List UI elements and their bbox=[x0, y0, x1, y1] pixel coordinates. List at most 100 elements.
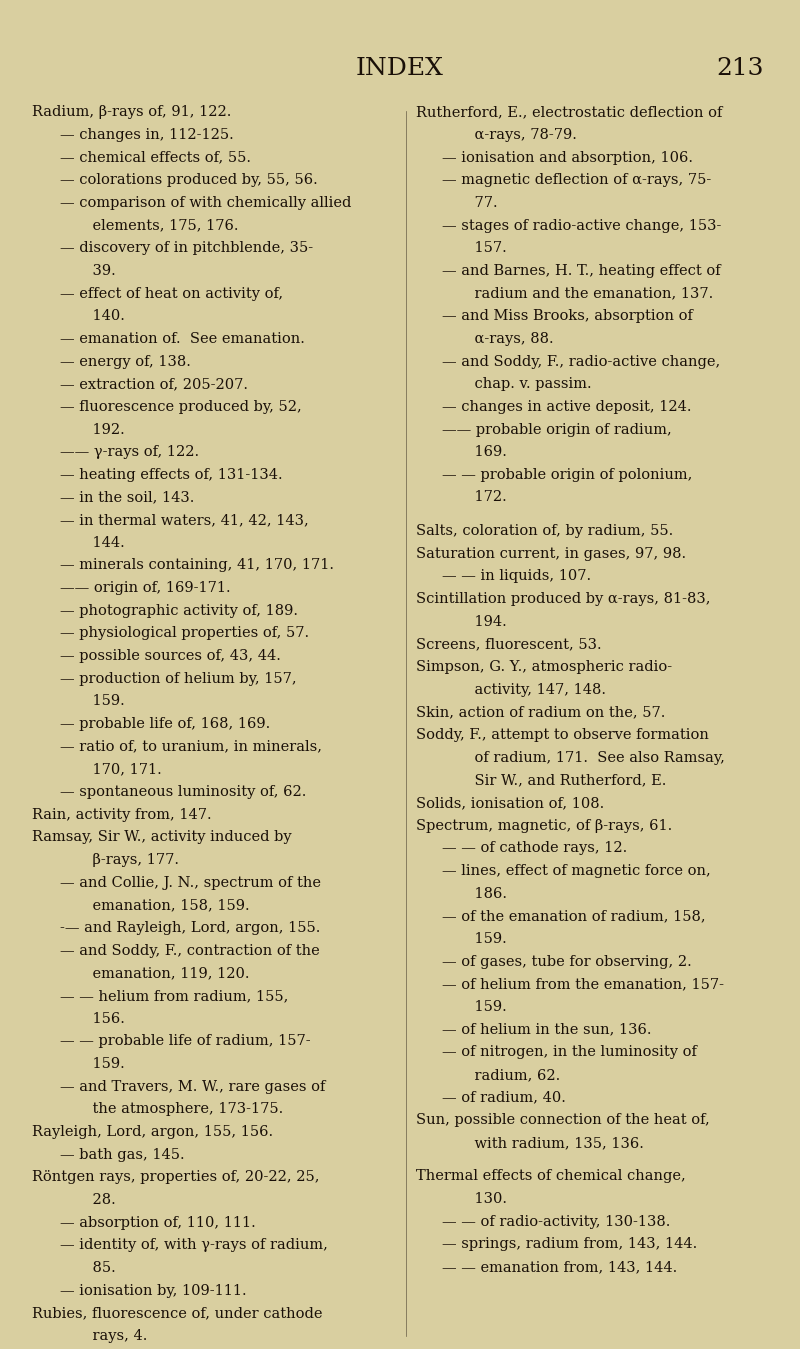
Text: — of helium from the emanation, 157-: — of helium from the emanation, 157- bbox=[442, 977, 725, 992]
Text: 77.: 77. bbox=[456, 196, 498, 210]
Text: 159.: 159. bbox=[456, 932, 506, 946]
Text: — — emanation from, 143, 144.: — — emanation from, 143, 144. bbox=[442, 1260, 678, 1273]
Text: Radium, β-rays of, 91, 122.: Radium, β-rays of, 91, 122. bbox=[32, 105, 231, 119]
Text: Sir W., and Rutherford, E.: Sir W., and Rutherford, E. bbox=[456, 773, 666, 788]
Text: Screens, fluorescent, 53.: Screens, fluorescent, 53. bbox=[416, 637, 602, 652]
Text: Soddy, F., attempt to observe formation: Soddy, F., attempt to observe formation bbox=[416, 728, 709, 742]
Text: — possible sources of, 43, 44.: — possible sources of, 43, 44. bbox=[60, 649, 281, 664]
Text: — — probable life of radium, 157-: — — probable life of radium, 157- bbox=[60, 1035, 310, 1048]
Text: — spontaneous luminosity of, 62.: — spontaneous luminosity of, 62. bbox=[60, 785, 306, 799]
Text: Saturation current, in gases, 97, 98.: Saturation current, in gases, 97, 98. bbox=[416, 546, 686, 561]
Text: — colorations produced by, 55, 56.: — colorations produced by, 55, 56. bbox=[60, 173, 318, 188]
Text: INDEX: INDEX bbox=[356, 57, 444, 80]
Text: — of nitrogen, in the luminosity of: — of nitrogen, in the luminosity of bbox=[442, 1045, 698, 1059]
Text: — absorption of, 110, 111.: — absorption of, 110, 111. bbox=[60, 1215, 256, 1230]
Text: 213: 213 bbox=[717, 57, 764, 80]
Text: — — probable origin of polonium,: — — probable origin of polonium, bbox=[442, 468, 693, 482]
Text: — comparison of with chemically allied: — comparison of with chemically allied bbox=[60, 196, 351, 210]
Text: — — of cathode rays, 12.: — — of cathode rays, 12. bbox=[442, 842, 628, 855]
Text: Rain, activity from, 147.: Rain, activity from, 147. bbox=[32, 808, 212, 822]
Text: radium and the emanation, 137.: radium and the emanation, 137. bbox=[456, 286, 714, 301]
Text: — energy of, 138.: — energy of, 138. bbox=[60, 355, 191, 368]
Text: 172.: 172. bbox=[456, 491, 506, 505]
Text: elements, 175, 176.: elements, 175, 176. bbox=[74, 219, 238, 232]
Text: emanation, 119, 120.: emanation, 119, 120. bbox=[74, 966, 249, 981]
Text: — photographic activity of, 189.: — photographic activity of, 189. bbox=[60, 604, 298, 618]
Text: 159.: 159. bbox=[74, 695, 124, 708]
Text: — — helium from radium, 155,: — — helium from radium, 155, bbox=[60, 989, 288, 1004]
Text: Scintillation produced by α-rays, 81-83,: Scintillation produced by α-rays, 81-83, bbox=[416, 592, 710, 606]
Text: radium, 62.: radium, 62. bbox=[456, 1068, 560, 1082]
Text: — and Soddy, F., contraction of the: — and Soddy, F., contraction of the bbox=[60, 944, 320, 958]
Text: — of radium, 40.: — of radium, 40. bbox=[442, 1090, 566, 1105]
Text: β-rays, 177.: β-rays, 177. bbox=[74, 853, 178, 867]
Text: activity, 147, 148.: activity, 147, 148. bbox=[456, 683, 606, 696]
Text: 186.: 186. bbox=[456, 886, 507, 901]
Text: — of the emanation of radium, 158,: — of the emanation of radium, 158, bbox=[442, 909, 706, 923]
Text: — effect of heat on activity of,: — effect of heat on activity of, bbox=[60, 286, 283, 301]
Text: —— γ-rays of, 122.: —— γ-rays of, 122. bbox=[60, 445, 199, 459]
Text: — changes in, 112-125.: — changes in, 112-125. bbox=[60, 128, 234, 142]
Text: — changes in active deposit, 124.: — changes in active deposit, 124. bbox=[442, 399, 692, 414]
Text: — lines, effect of magnetic force on,: — lines, effect of magnetic force on, bbox=[442, 863, 711, 878]
Text: — springs, radium from, 143, 144.: — springs, radium from, 143, 144. bbox=[442, 1237, 698, 1252]
Text: — heating effects of, 131-134.: — heating effects of, 131-134. bbox=[60, 468, 282, 482]
Text: — and Travers, M. W., rare gases of: — and Travers, M. W., rare gases of bbox=[60, 1079, 326, 1094]
Text: -— and Rayleigh, Lord, argon, 155.: -— and Rayleigh, Lord, argon, 155. bbox=[60, 921, 320, 935]
Text: Solids, ionisation of, 108.: Solids, ionisation of, 108. bbox=[416, 796, 604, 809]
Text: — fluorescence produced by, 52,: — fluorescence produced by, 52, bbox=[60, 399, 302, 414]
Text: Simpson, G. Y., atmospheric radio-: Simpson, G. Y., atmospheric radio- bbox=[416, 660, 672, 674]
Text: — chemical effects of, 55.: — chemical effects of, 55. bbox=[60, 151, 251, 165]
Text: 39.: 39. bbox=[74, 264, 115, 278]
Text: — identity of, with γ-rays of radium,: — identity of, with γ-rays of radium, bbox=[60, 1238, 328, 1252]
Text: — in the soil, 143.: — in the soil, 143. bbox=[60, 491, 194, 505]
Text: — bath gas, 145.: — bath gas, 145. bbox=[60, 1148, 185, 1161]
Text: — physiological properties of, 57.: — physiological properties of, 57. bbox=[60, 626, 309, 641]
Text: — and Soddy, F., radio-active change,: — and Soddy, F., radio-active change, bbox=[442, 355, 721, 368]
Text: — and Barnes, H. T., heating effect of: — and Barnes, H. T., heating effect of bbox=[442, 264, 721, 278]
Text: — emanation of.  See emanation.: — emanation of. See emanation. bbox=[60, 332, 305, 345]
Text: — magnetic deflection of α-rays, 75-: — magnetic deflection of α-rays, 75- bbox=[442, 173, 712, 188]
Text: Rutherford, E., electrostatic deflection of: Rutherford, E., electrostatic deflection… bbox=[416, 105, 722, 119]
Text: — of gases, tube for observing, 2.: — of gases, tube for observing, 2. bbox=[442, 955, 692, 969]
Text: Sun, possible connection of the heat of,: Sun, possible connection of the heat of, bbox=[416, 1113, 710, 1128]
Text: Thermal effects of chemical change,: Thermal effects of chemical change, bbox=[416, 1170, 686, 1183]
Text: 159.: 159. bbox=[456, 1000, 506, 1014]
Text: —— probable origin of radium,: —— probable origin of radium, bbox=[442, 422, 672, 437]
Text: rays, 4.: rays, 4. bbox=[74, 1329, 147, 1344]
Text: 194.: 194. bbox=[456, 615, 506, 629]
Text: 157.: 157. bbox=[456, 241, 506, 255]
Text: 85.: 85. bbox=[74, 1261, 115, 1275]
Text: — ionisation and absorption, 106.: — ionisation and absorption, 106. bbox=[442, 151, 694, 165]
Text: 28.: 28. bbox=[74, 1193, 115, 1207]
Text: emanation, 158, 159.: emanation, 158, 159. bbox=[74, 898, 250, 912]
Text: — — in liquids, 107.: — — in liquids, 107. bbox=[442, 569, 591, 583]
Text: Rayleigh, Lord, argon, 155, 156.: Rayleigh, Lord, argon, 155, 156. bbox=[32, 1125, 273, 1139]
Text: Ramsay, Sir W., activity induced by: Ramsay, Sir W., activity induced by bbox=[32, 831, 292, 844]
Text: — and Miss Brooks, absorption of: — and Miss Brooks, absorption of bbox=[442, 309, 694, 324]
Text: α-rays, 88.: α-rays, 88. bbox=[456, 332, 554, 345]
Text: Spectrum, magnetic, of β-rays, 61.: Spectrum, magnetic, of β-rays, 61. bbox=[416, 819, 672, 832]
Text: — in thermal waters, 41, 42, 143,: — in thermal waters, 41, 42, 143, bbox=[60, 513, 309, 527]
Text: — ionisation by, 109-111.: — ionisation by, 109-111. bbox=[60, 1284, 246, 1298]
Text: with radium, 135, 136.: with radium, 135, 136. bbox=[456, 1136, 644, 1149]
Text: chap. v. passim.: chap. v. passim. bbox=[456, 378, 592, 391]
Text: Rubies, fluorescence of, under cathode: Rubies, fluorescence of, under cathode bbox=[32, 1306, 322, 1321]
Text: — and Collie, J. N., spectrum of the: — and Collie, J. N., spectrum of the bbox=[60, 876, 321, 890]
Text: 170, 171.: 170, 171. bbox=[74, 762, 162, 777]
Text: of radium, 171.  See also Ramsay,: of radium, 171. See also Ramsay, bbox=[456, 750, 725, 765]
Text: 140.: 140. bbox=[74, 309, 125, 324]
Text: 159.: 159. bbox=[74, 1058, 124, 1071]
Text: α-rays, 78-79.: α-rays, 78-79. bbox=[456, 128, 577, 142]
Text: Salts, coloration of, by radium, 55.: Salts, coloration of, by radium, 55. bbox=[416, 523, 674, 538]
Text: — extraction of, 205-207.: — extraction of, 205-207. bbox=[60, 378, 248, 391]
Text: — probable life of, 168, 169.: — probable life of, 168, 169. bbox=[60, 718, 270, 731]
Text: 192.: 192. bbox=[74, 422, 124, 437]
Text: — production of helium by, 157,: — production of helium by, 157, bbox=[60, 672, 297, 685]
Text: 169.: 169. bbox=[456, 445, 507, 459]
Text: 130.: 130. bbox=[456, 1193, 507, 1206]
Text: — of helium in the sun, 136.: — of helium in the sun, 136. bbox=[442, 1023, 652, 1036]
Text: —— origin of, 169-171.: —— origin of, 169-171. bbox=[60, 581, 230, 595]
Text: — minerals containing, 41, 170, 171.: — minerals containing, 41, 170, 171. bbox=[60, 558, 334, 572]
Text: — — of radio-activity, 130-138.: — — of radio-activity, 130-138. bbox=[442, 1214, 670, 1229]
